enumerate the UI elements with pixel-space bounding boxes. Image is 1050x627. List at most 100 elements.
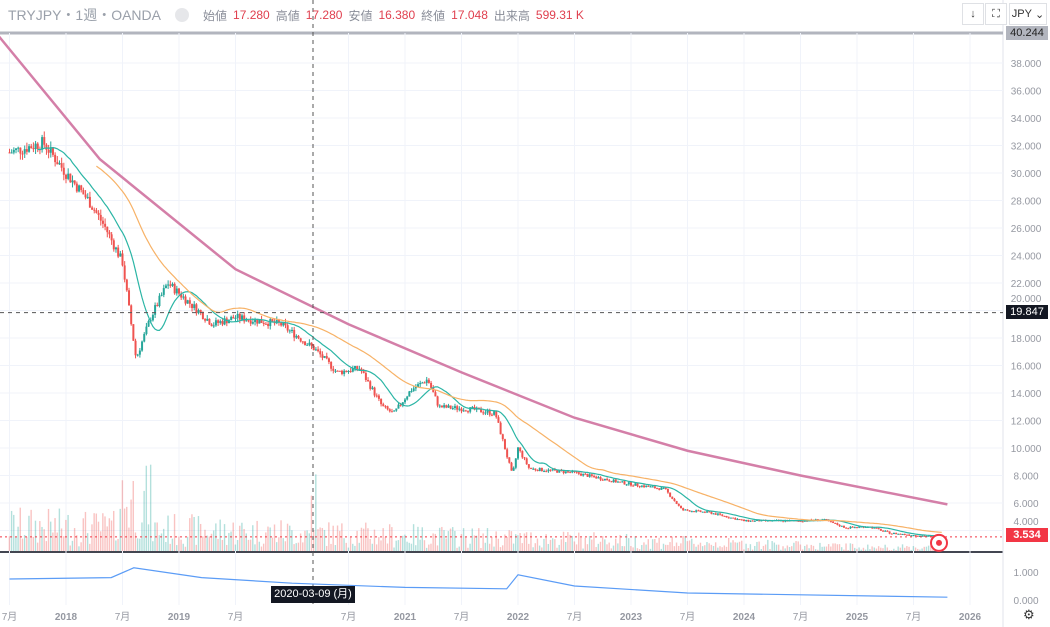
volume-bar [873,547,875,551]
candle-body [251,322,254,324]
candle-body [375,395,378,397]
candle-body [901,533,904,535]
candle-body [336,370,339,372]
candle-body [362,371,365,374]
volume-bar [888,549,891,551]
candle-body [908,534,911,536]
candle-body [310,342,313,346]
candle-body [45,144,48,150]
candle-body [708,511,711,513]
volume-bar [193,516,195,551]
candle-body [495,411,498,418]
volume-bar [443,530,445,551]
volume-bar [143,490,145,551]
candle-body [49,147,52,153]
fullscreen-icon[interactable]: ⛶ [985,3,1007,25]
candle-body [851,526,854,528]
volume-bar [462,528,465,551]
volume-bar [80,542,82,551]
candle-body [743,519,745,522]
currency-select[interactable]: JPY ⌄ [1009,3,1047,25]
volume-bar [914,547,917,551]
candle-body [380,398,383,405]
volume-bar [262,543,265,551]
candle-body [332,368,335,371]
volume-bar [877,546,880,551]
candle-body [421,382,424,384]
candle-body [914,535,917,537]
volume-bar [571,535,573,551]
candle-body [128,290,131,306]
symbol-label[interactable]: TRYJPY・1週・OANDA [8,7,161,23]
ma-long-line [0,35,948,506]
candle-body [264,323,267,325]
candle-body [738,519,741,521]
candle-body [482,412,485,414]
volume-bar [851,543,854,551]
candle-body [204,319,207,321]
candle-body [138,350,141,355]
candle-body [525,458,528,465]
volume-bar [654,538,656,551]
volume-bar [10,510,13,551]
candle-body [199,310,202,313]
candle-body [254,319,257,323]
collapse-button[interactable] [175,8,189,22]
volume-bar [223,524,226,551]
candle-body [647,485,650,487]
volume-bar [725,546,728,551]
candle-body [725,516,728,518]
volume-bar [358,542,360,551]
volume-bar [538,545,541,551]
arrow-down-icon[interactable]: ↓ [962,3,984,25]
volume-bar [565,542,567,551]
candle-body [104,223,107,227]
candle-body [716,513,719,515]
candle-body [291,329,293,331]
volume-bar [8,536,11,551]
candle-body [277,319,280,323]
candle-body [467,411,470,413]
crosshair-date-label: 2020-03-09 (月) [271,586,355,603]
volume-bar [738,541,741,551]
candle-body [449,405,452,409]
volume-bar [206,535,208,551]
volume-bar [562,531,565,551]
volume-bar [760,549,762,551]
candle-body [486,410,489,413]
candle-body [649,486,652,488]
volume-bar [465,536,467,551]
candle-body [175,288,178,294]
volume-bar [545,534,547,551]
candle-body [438,405,441,407]
candle-body [388,409,391,412]
volume-bar [808,548,810,551]
volume-bar [275,542,278,551]
candle-body [562,470,565,474]
currency-label: JPY [1011,8,1032,20]
candle-body [797,520,800,522]
volume-bar [97,521,100,551]
volume-bar [704,545,706,551]
volume-bar [306,530,308,551]
candle-body [847,528,850,530]
candle-body [825,518,828,521]
settings-icon[interactable]: ⚙ [1023,607,1035,622]
volume-bar [456,547,458,551]
volume-bar [328,522,330,551]
volume-bar [645,544,647,551]
candle-body [873,527,876,529]
volume-bar [454,530,456,551]
candle-body [860,526,863,528]
volume-bar [473,535,476,551]
volume-bar [597,543,600,551]
volume-bar [15,536,17,551]
volume-bar [667,544,669,551]
candle-body [662,487,665,489]
volume-bar [890,550,893,551]
candle-body [603,478,606,481]
volume-bar [369,538,371,551]
candle-body [134,340,137,356]
volume-bar [734,542,736,551]
